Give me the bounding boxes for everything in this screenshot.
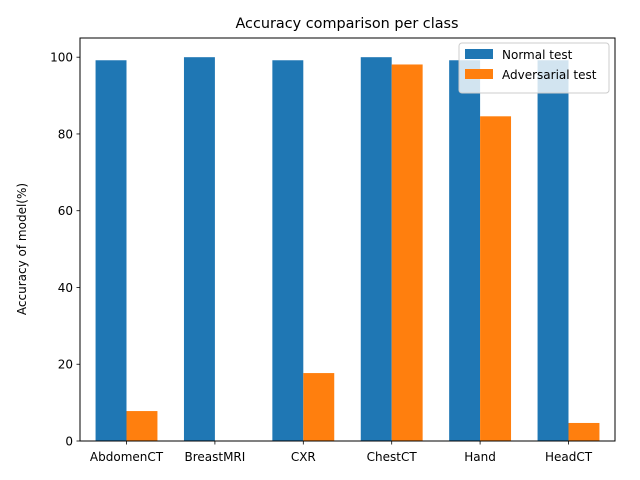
x-tick-label: AbdomenCT bbox=[90, 450, 164, 464]
bar-normal-abdomenct bbox=[95, 60, 127, 441]
legend-label: Adversarial test bbox=[502, 68, 597, 82]
bar-adversarial-cxr bbox=[303, 373, 335, 441]
bar-adversarial-hand bbox=[480, 116, 512, 442]
plot-area: AbdomenCT BreastMRI CXR ChestCT Hand HeadCT 0 2… bbox=[50, 50, 600, 464]
bar-adversarial-headct bbox=[568, 422, 600, 441]
x-tick-label: Hand bbox=[464, 450, 496, 464]
x-tick-label: HeadCT bbox=[545, 450, 593, 464]
y-tick-label: 0 bbox=[65, 434, 73, 448]
bar-adversarial-abdomenct bbox=[126, 411, 158, 441]
legend-swatch bbox=[465, 49, 493, 59]
chart-title: Accuracy comparison per class bbox=[235, 16, 458, 32]
bar-normal-breastmri bbox=[183, 57, 215, 441]
y-axis-label: Accuracy of model(%) bbox=[15, 183, 29, 315]
y-tick-label: 20 bbox=[58, 358, 73, 372]
legend-label: Normal test bbox=[502, 48, 573, 62]
x-tick-label: BreastMRI bbox=[184, 450, 245, 464]
bar-normal-hand bbox=[449, 60, 481, 441]
plot-frame bbox=[79, 37, 616, 442]
bar-adversarial-chestct bbox=[391, 64, 423, 441]
bar-normal-chestct bbox=[360, 57, 392, 441]
x-tick-label: ChestCT bbox=[367, 450, 418, 464]
bar-normal-cxr bbox=[272, 60, 304, 441]
y-tick-label: 60 bbox=[58, 204, 73, 218]
legend-box bbox=[458, 42, 610, 94]
x-tick-label: CXR bbox=[291, 450, 316, 464]
y-tick-label: 40 bbox=[58, 281, 73, 295]
y-tick-label: 100 bbox=[50, 50, 73, 64]
legend: Normal test Adversarial test bbox=[458, 42, 610, 94]
legend-swatch bbox=[465, 69, 493, 79]
y-tick-label: 80 bbox=[58, 127, 73, 141]
bar-normal-headct bbox=[537, 60, 569, 441]
